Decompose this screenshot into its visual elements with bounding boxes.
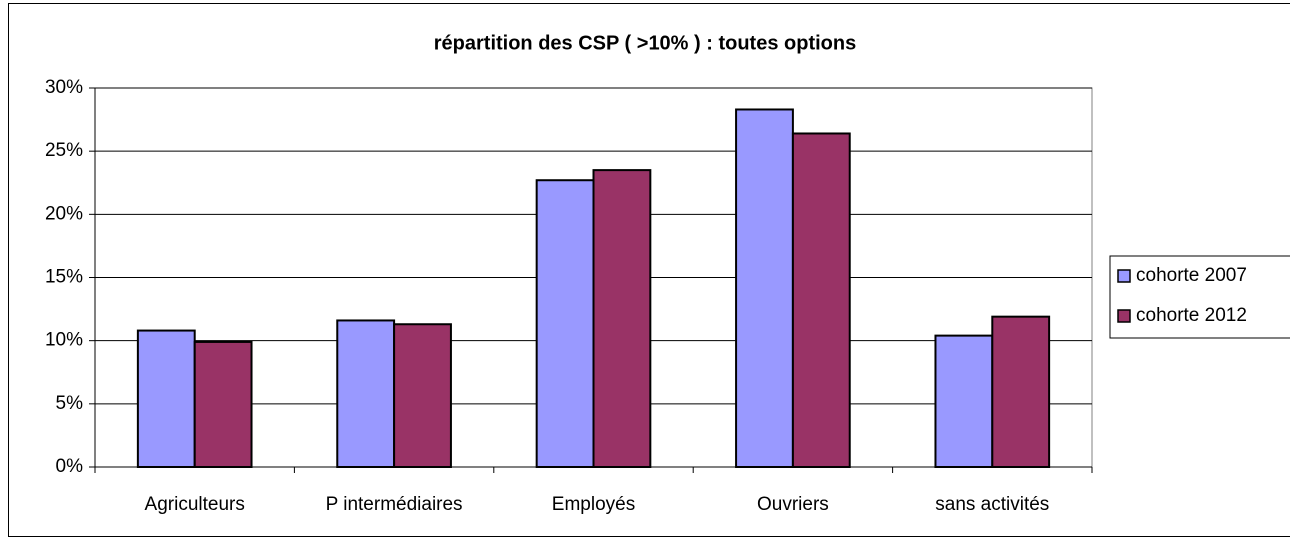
x-tick-label: Employés <box>552 494 635 515</box>
bar <box>193 340 253 468</box>
bar <box>735 108 794 469</box>
y-tick-label: 20% <box>45 203 83 224</box>
y-tick-label: 0% <box>56 456 84 477</box>
bar <box>934 334 994 469</box>
x-tick-label: P intermédiaires <box>326 494 463 515</box>
x-tick-label: sans activités <box>935 494 1049 515</box>
bar <box>592 169 652 468</box>
legend-swatch <box>1117 269 1131 283</box>
x-tick-label: Ouvriers <box>757 494 829 515</box>
y-tick-label: 10% <box>45 330 83 351</box>
bar <box>336 319 396 468</box>
bar <box>393 323 452 469</box>
legend-label: cohorte 2012 <box>1136 305 1247 326</box>
y-tick-label: 5% <box>56 393 84 414</box>
x-tick-label: Agriculteurs <box>145 494 245 515</box>
bar <box>535 179 595 468</box>
bar <box>991 315 1051 468</box>
chart-title: répartition des CSP ( >10% ) : toutes op… <box>434 32 856 54</box>
bar <box>136 329 196 468</box>
y-tick-label: 15% <box>45 267 83 288</box>
y-tick-label: 25% <box>45 140 83 161</box>
legend-box <box>1109 255 1290 339</box>
legend-swatch <box>1117 309 1131 323</box>
legend-label: cohorte 2007 <box>1136 265 1247 286</box>
bar <box>791 132 851 468</box>
y-tick-label: 30% <box>45 77 83 98</box>
